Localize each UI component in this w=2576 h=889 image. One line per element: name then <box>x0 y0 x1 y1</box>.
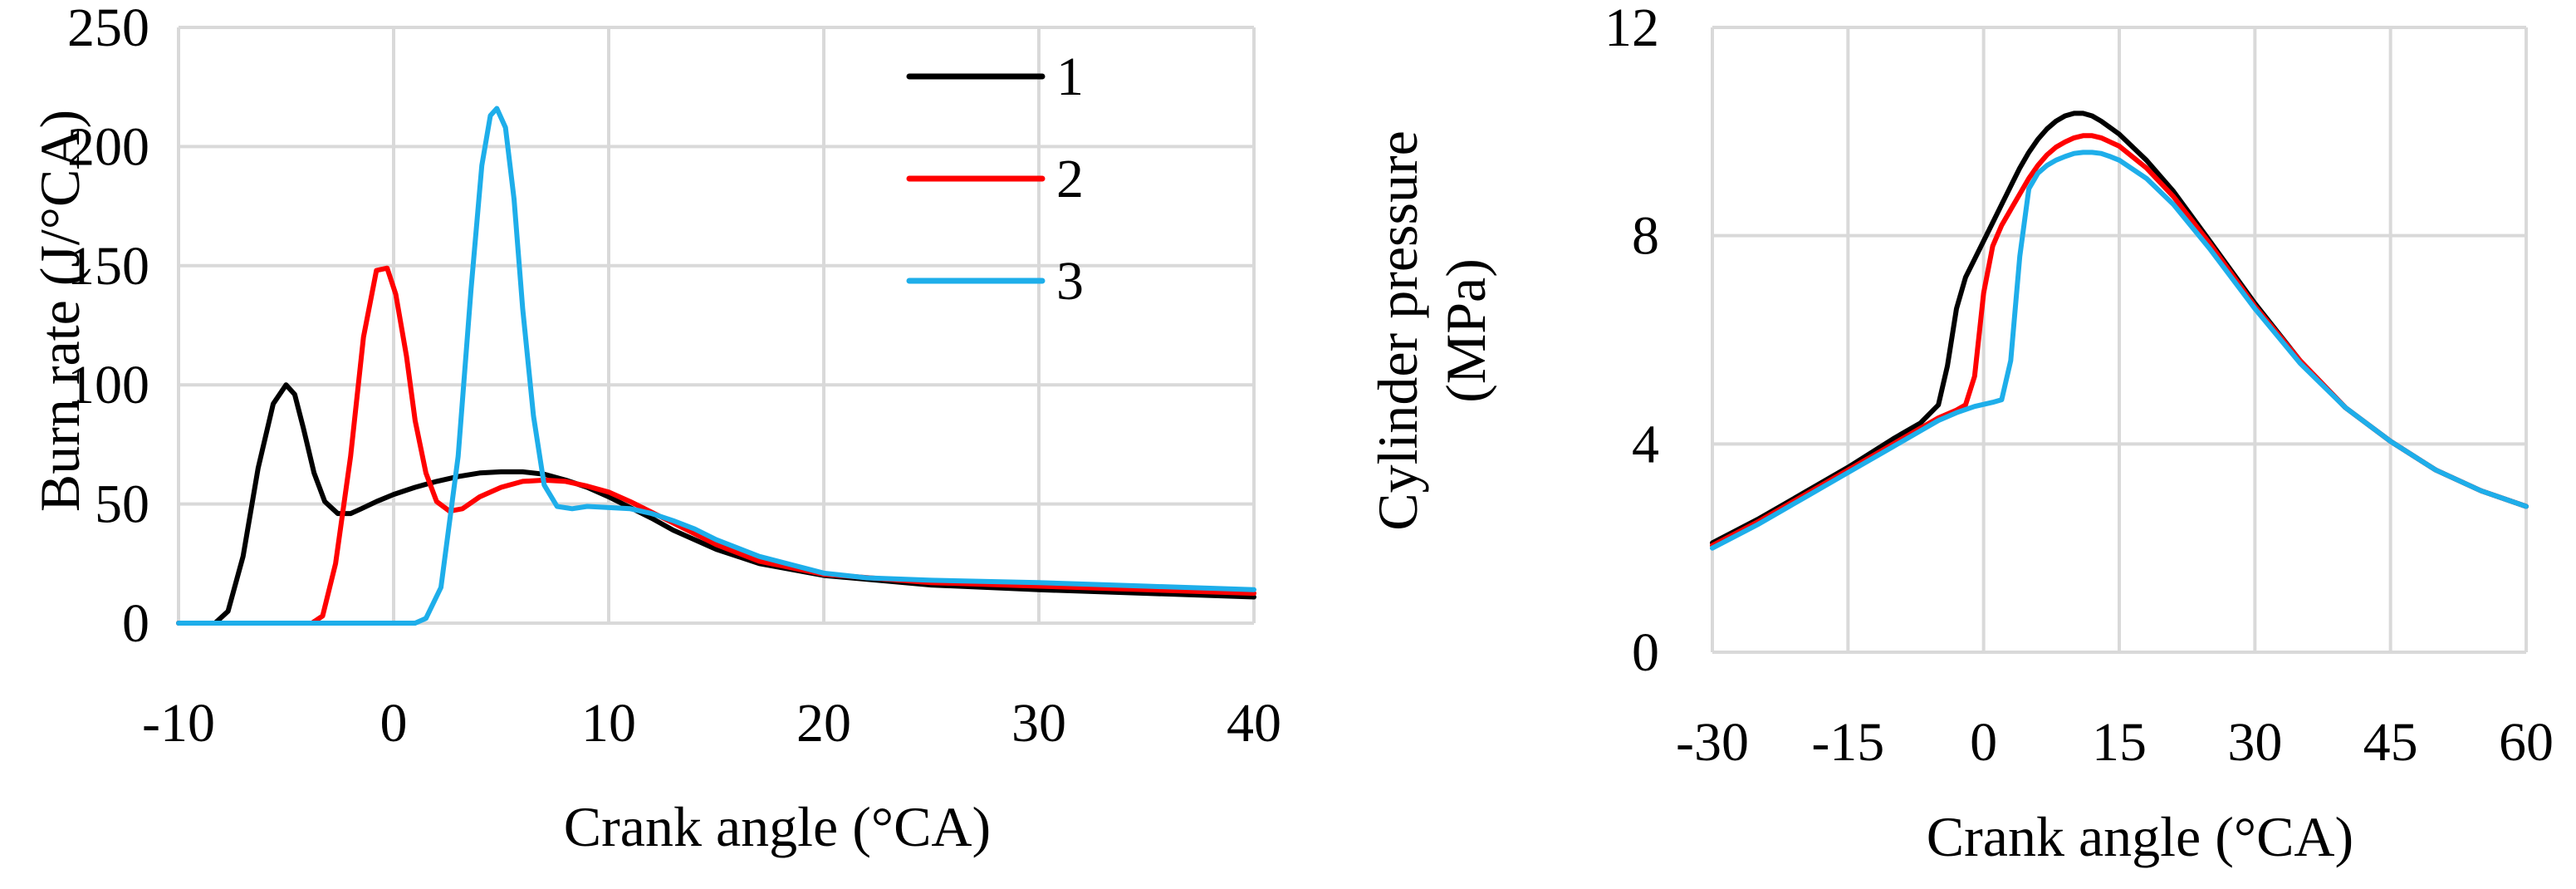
burn-rate-x-tick-label: 20 <box>796 693 851 754</box>
burn-rate-series-group <box>176 106 1256 626</box>
legend-label-3: 3 <box>1056 251 1084 312</box>
burn-rate-y-ticks: 0 50 100 150 200 250 <box>67 0 149 654</box>
burn-rate-x-tick-label: 40 <box>1227 693 1281 754</box>
cylinder-pressure-y-tick-label: 12 <box>1604 0 1659 58</box>
cylinder-pressure-x-ticks: -30 -15 0 15 30 45 60 <box>1676 712 2554 773</box>
cylinder-pressure-x-tick-label: 30 <box>2227 712 2282 773</box>
burn-rate-y-tick-label: 0 <box>122 593 149 654</box>
cylinder-pressure-x-axis-title: Crank angle (°CA) <box>1927 805 2353 868</box>
cylinder-pressure-x-tick-label: -30 <box>1676 712 1749 773</box>
cylinder-pressure-y-axis-title-line-1: Cylinder pressure <box>1366 130 1429 531</box>
cylinder-pressure-y-tick-label: 0 <box>1632 622 1659 683</box>
cylinder-pressure-series-group <box>1710 111 2529 551</box>
burn-rate-series-1-line <box>176 382 1256 626</box>
cylinder-pressure-y-axis-title: Cylinder pressure (MPa) <box>1366 130 1497 531</box>
legend-label-1: 1 <box>1056 47 1084 107</box>
cylinder-pressure-grid <box>1711 26 2528 654</box>
burn-rate-chart: -10 0 10 20 30 40 0 50 100 150 200 250 Crank angle… <box>28 0 1281 858</box>
burn-rate-y-tick-label: 100 <box>67 355 149 415</box>
burn-rate-x-axis-title: Crank angle (°CA) <box>564 795 991 858</box>
cylinder-pressure-y-tick-label: 8 <box>1632 206 1659 267</box>
cylinder-pressure-x-tick-label: 60 <box>2499 712 2554 773</box>
cylinder-pressure-y-tick-label: 4 <box>1632 414 1659 474</box>
cylinder-pressure-y-axis-title-line-2: (MPa) <box>1434 258 1497 403</box>
burn-rate-series-2-line <box>176 265 1256 626</box>
legend-label-2: 2 <box>1056 149 1084 209</box>
cylinder-pressure-x-tick-label: 15 <box>2092 712 2147 773</box>
cylinder-pressure-x-tick-label: -15 <box>1811 712 1884 773</box>
burn-rate-series-3-line <box>176 106 1256 626</box>
cylinder-pressure-x-tick-label: 0 <box>1970 712 1997 773</box>
burn-rate-x-tick-label: -10 <box>142 693 215 754</box>
cylinder-pressure-y-ticks: 0 4 8 12 <box>1604 0 1659 683</box>
burn-rate-y-tick-label: 250 <box>67 0 149 58</box>
burn-rate-x-tick-label: 30 <box>1011 693 1066 754</box>
burn-rate-y-tick-label: 150 <box>67 236 149 297</box>
burn-rate-x-tick-label: 10 <box>581 693 636 754</box>
burn-rate-y-tick-label: 200 <box>67 116 149 177</box>
burn-rate-x-ticks: -10 0 10 20 30 40 <box>142 693 1281 754</box>
burn-rate-y-axis-title: Burn rate (J/°CA) <box>28 110 91 512</box>
cylinder-pressure-series-3-line <box>1710 150 2529 551</box>
cylinder-pressure-x-tick-label: 45 <box>2363 712 2418 773</box>
burn-rate-legend: 1 2 3 <box>906 47 1084 312</box>
burn-rate-y-tick-label: 50 <box>95 474 149 535</box>
burn-rate-x-tick-label: 0 <box>380 693 408 754</box>
